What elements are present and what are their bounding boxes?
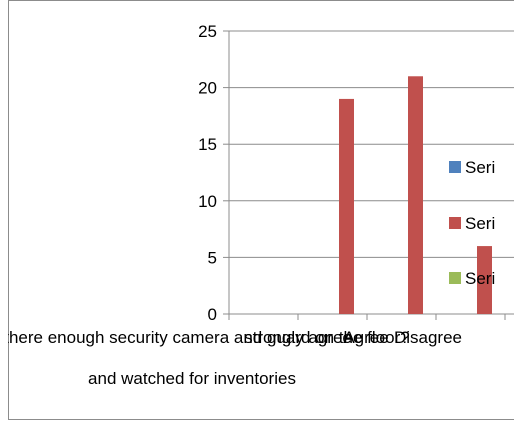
category-labels: Is there enough security camera and guar… — [8, 328, 462, 388]
category-label-line2: and watched for inventories — [88, 369, 296, 388]
bar-Series2-2 — [408, 76, 423, 314]
chart-frame: 0 5 10 15 20 25 Is there enough security came… — [8, 0, 514, 420]
category-label-1: strongly agree — [244, 328, 352, 347]
chart-border — [8, 0, 514, 420]
legend-swatch-Series3 — [449, 272, 461, 284]
y-tick-label-0: 0 — [208, 305, 217, 324]
bars — [339, 76, 492, 314]
bar-Series2-1 — [339, 98, 354, 314]
bar-Series2-3 — [477, 246, 492, 314]
legend: Seri Seri Seri — [449, 158, 495, 288]
legend-label-Series2: Seri — [465, 214, 495, 233]
legend-swatch-Series2 — [449, 217, 461, 229]
axes — [223, 30, 506, 320]
y-tick-label-10: 10 — [198, 192, 217, 211]
y-tick-label-5: 5 — [208, 248, 217, 267]
y-tick-label-25: 25 — [198, 22, 217, 41]
category-label-0: Is there enough security camera and guar… — [8, 328, 410, 347]
legend-label-Series3: Seri — [465, 269, 495, 288]
chart-svg: 0 5 10 15 20 25 Is there enough security came… — [8, 0, 514, 420]
y-tick-labels: 0 5 10 15 20 25 — [198, 22, 217, 324]
legend-label-Series1: Seri — [465, 158, 495, 177]
y-tick-label-20: 20 — [198, 79, 217, 98]
category-label-3: Disagree — [394, 328, 462, 347]
category-label-2: Agree — [343, 328, 388, 347]
y-tick-label-15: 15 — [198, 135, 217, 154]
legend-swatch-Series1 — [449, 161, 461, 173]
